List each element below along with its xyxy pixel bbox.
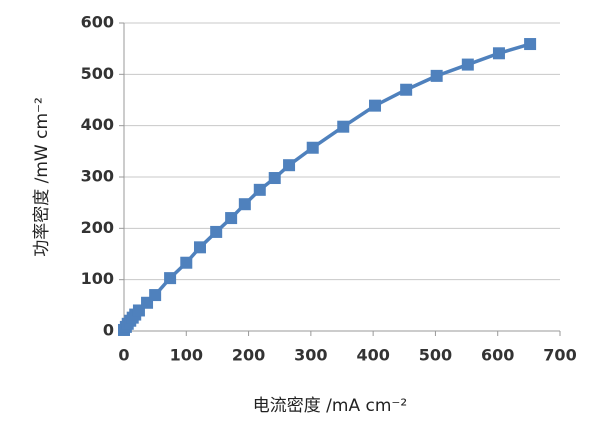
marker [430, 69, 443, 82]
y-tick-label: 200 [81, 218, 114, 237]
marker [180, 256, 193, 269]
marker [193, 241, 206, 254]
y-tick-label: 500 [81, 64, 114, 83]
y-axis-label: 功率密度 /mW cm⁻² [32, 97, 52, 257]
x-tick-label: 300 [294, 346, 327, 365]
marker [400, 83, 413, 96]
marker [268, 172, 281, 185]
marker [210, 225, 223, 238]
x-axis-label: 电流密度 /mA cm⁻² [253, 396, 407, 416]
marker [492, 47, 505, 60]
x-tick-label: 200 [232, 346, 265, 365]
x-tick-label: 500 [419, 346, 452, 365]
y-tick-label: 100 [81, 269, 114, 288]
marker [337, 120, 350, 133]
marker [283, 159, 296, 172]
x-tick-label: 600 [481, 346, 514, 365]
x-tick-label: 400 [356, 346, 389, 365]
marker [149, 289, 162, 302]
marker [306, 141, 319, 154]
y-tick-label: 300 [81, 167, 114, 186]
marker [164, 272, 177, 285]
x-tick-label: 100 [170, 346, 203, 365]
y-tick-label: 400 [81, 115, 114, 134]
marker [369, 99, 382, 112]
y-tick-label: 600 [81, 13, 114, 32]
series-line [122, 42, 531, 331]
marker [238, 198, 251, 211]
marker [253, 183, 266, 196]
x-tick-label: 700 [543, 346, 576, 365]
marker [524, 38, 537, 51]
marker [461, 58, 474, 71]
marker [225, 212, 238, 225]
x-tick-label: 0 [118, 346, 129, 365]
y-tick-label: 0 [103, 321, 114, 340]
